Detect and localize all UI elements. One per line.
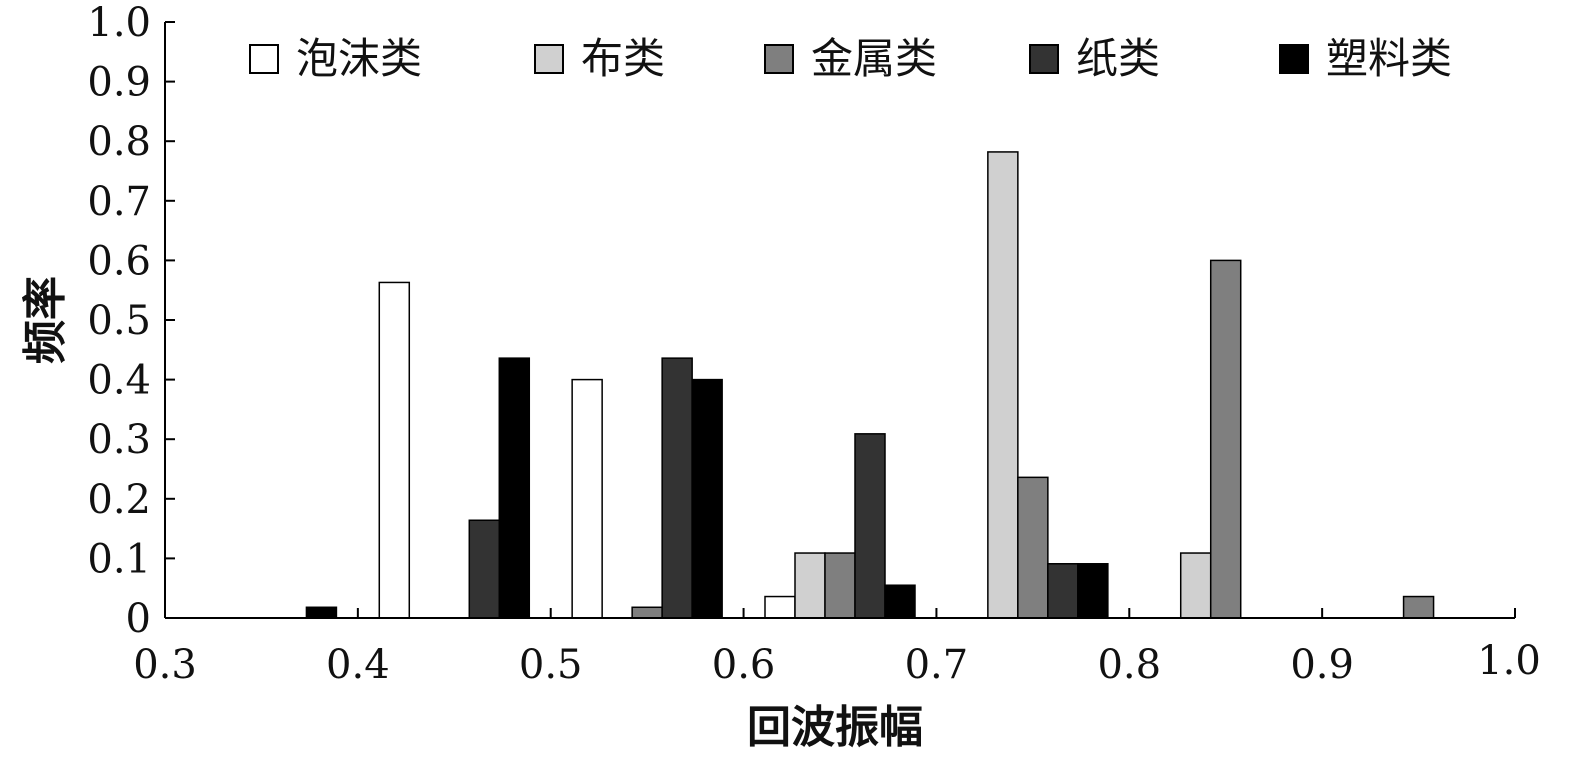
- bar-2-bin-4: [794, 552, 826, 619]
- y-tick-label: 0.8: [87, 119, 151, 165]
- bars-group: [305, 151, 1435, 619]
- bar-1-bin-4: [764, 595, 796, 619]
- y-tick-label: 0.1: [87, 536, 151, 582]
- y-tick-label: 0.5: [87, 298, 151, 344]
- bar-4-bin-4: [854, 433, 886, 619]
- x-tick-label: 0.7: [905, 642, 969, 688]
- bar-4-bin-3: [661, 357, 693, 619]
- x-tick-label: 0.6: [712, 642, 776, 688]
- bar-3-bin-5: [1017, 476, 1049, 619]
- bar-2-bin-6: [1179, 552, 1212, 619]
- bar-4-bin-5: [1047, 563, 1079, 619]
- legend-swatch: [1029, 44, 1059, 74]
- x-tick-label: 0.9: [1290, 642, 1354, 688]
- legend-label: 金属类: [811, 34, 937, 83]
- x-tick-label: 1.0: [1477, 638, 1541, 684]
- bar-5-bin-2: [498, 357, 531, 619]
- bar-5-bin-1: [305, 606, 338, 619]
- bar-3-bin-4: [824, 552, 856, 619]
- y-tick-label: 0.9: [87, 60, 151, 106]
- y-axis-ticks: 0 0.1 0.2 0.3 0.4 0.5 0.6 0.7 0.8 0.9 1.0: [87, 0, 175, 642]
- legend-swatch: [764, 44, 794, 74]
- x-axis-ticks: 0.3 0.4 0.5 0.6 0.7 0.8 0.9 1.0: [133, 608, 1541, 688]
- y-tick-label: 0.4: [87, 358, 151, 404]
- legend-swatch: [534, 44, 564, 74]
- legend: 泡沫类 布类 金属类 纸类 塑料类: [249, 34, 1452, 83]
- bar-3-bin-7: [1402, 595, 1435, 619]
- bar-1-bin-2: [378, 281, 411, 619]
- legend-label: 布类: [581, 34, 665, 83]
- x-tick-label: 0.4: [326, 642, 390, 688]
- y-tick-label: 1.0: [87, 0, 151, 46]
- y-tick-label: 0.6: [87, 238, 151, 284]
- bar-5-bin-4: [884, 584, 916, 619]
- y-axis-title: 频率: [20, 276, 71, 364]
- legend-swatch: [1279, 44, 1309, 74]
- x-tick-label: 0.8: [1097, 642, 1161, 688]
- y-tick-label: 0.3: [87, 417, 151, 463]
- bar-4-bin-2: [468, 519, 501, 619]
- bar-1-bin-3: [571, 378, 603, 619]
- bar-3-bin-6: [1209, 259, 1242, 619]
- legend-swatch: [249, 44, 279, 74]
- x-tick-label: 0.5: [519, 642, 583, 688]
- y-tick-label: 0.7: [87, 179, 151, 225]
- x-axis-title: 回波振幅: [747, 702, 923, 753]
- x-tick-label: 0.3: [133, 642, 197, 688]
- legend-label: 泡沫类: [296, 34, 422, 83]
- y-tick-label: 0.2: [87, 477, 151, 523]
- bar-5-bin-3: [691, 378, 723, 619]
- legend-label: 塑料类: [1326, 34, 1452, 83]
- bar-5-bin-5: [1077, 563, 1109, 619]
- bar-3-bin-3: [631, 606, 663, 619]
- y-tick-label: 0: [126, 596, 151, 642]
- legend-label: 纸类: [1076, 34, 1160, 83]
- bar-2-bin-5: [987, 151, 1019, 619]
